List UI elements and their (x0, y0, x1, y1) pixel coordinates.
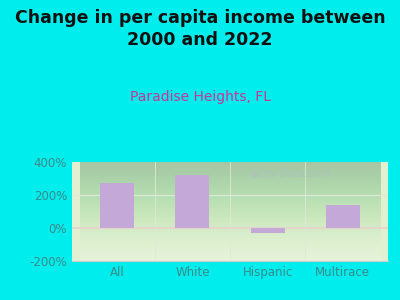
Bar (326, 205, 360, 228)
Bar (251, 228, 284, 233)
Bar (100, 183, 134, 228)
Text: Change in per capita income between
2000 and 2022: Change in per capita income between 2000… (15, 9, 385, 49)
Text: City-Data.com: City-Data.com (256, 169, 330, 179)
Text: ●: ● (250, 169, 258, 179)
Bar (176, 175, 209, 228)
Text: Paradise Heights, FL: Paradise Heights, FL (130, 90, 270, 104)
